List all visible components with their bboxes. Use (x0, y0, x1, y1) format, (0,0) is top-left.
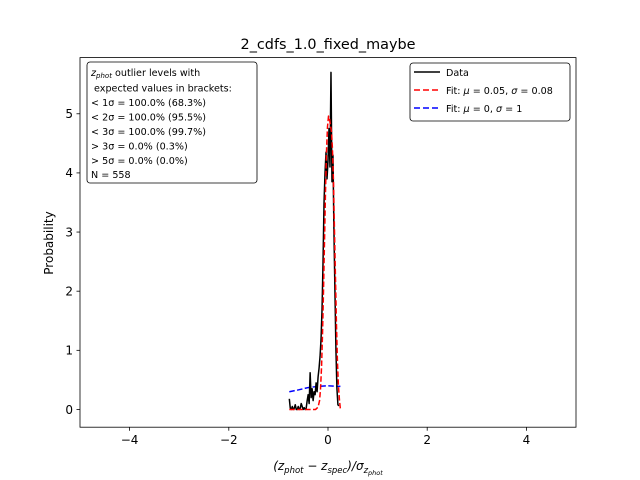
x-label-part: )/σ (346, 459, 364, 473)
legend-label-fit-narrow: Fit: μ = 0.05, σ = 0.08 (446, 86, 553, 97)
x-tick-label: 4 (523, 433, 531, 447)
x-label-part: phot (283, 466, 304, 476)
y-tick-label: 5 (65, 107, 73, 121)
x-tick-label: 0 (324, 433, 332, 447)
x-label-part: spec (327, 466, 347, 476)
legend-label-part: = 0.05, (470, 86, 512, 97)
legend-label-part: = 1 (502, 104, 522, 115)
x-label-part: z (363, 466, 369, 476)
chart-title: 2_cdfs_1.0_fixed_maybe (241, 37, 416, 53)
x-label-part: (z (273, 459, 285, 473)
legend-label-part: μ (463, 104, 470, 115)
y-ticks: 0 1 2 3 4 5 (65, 107, 80, 417)
stats-line: > 5σ = 0.0% (0.0%) (91, 156, 188, 167)
legend-label-part: μ (463, 86, 470, 97)
x-tick-label: −4 (121, 433, 139, 447)
x-label-part: phot (367, 469, 383, 477)
legend-label-part: σ (511, 86, 518, 97)
stats-line: < 2σ = 100.0% (95.5%) (91, 113, 206, 124)
x-label-part: − z (304, 459, 329, 473)
stats-line-first: zphot outlier levels with (90, 68, 200, 80)
legend-label-part: σ (496, 104, 503, 115)
stats-line: expected values in brackets: (91, 84, 232, 95)
series-line-1 (289, 115, 342, 411)
stats-line: < 3σ = 100.0% (99.7%) (91, 127, 206, 138)
stats-line: < 1σ = 100.0% (68.3%) (91, 98, 206, 109)
series-line-0 (288, 71, 340, 411)
x-ticks: −4 −2 0 2 4 (121, 427, 530, 447)
stats-line: > 3σ = 0.0% (0.3%) (91, 142, 188, 153)
series-line-2 (289, 385, 341, 393)
legend-label-part: Data (446, 68, 469, 79)
legend-label-data: Data (446, 68, 469, 79)
legend-frame (409, 62, 571, 122)
stats-box: zphot outlier levels with expected value… (86, 61, 258, 184)
stats-box-frame (86, 61, 258, 184)
x-axis-label: (zphot − zspec)/σzphot (273, 459, 383, 477)
y-tick-label: 2 (65, 284, 73, 298)
legend-label-part: Fit: (446, 104, 464, 115)
stats-z-subscript: phot (95, 72, 112, 80)
legend-label-fit-standard: Fit: μ = 0, σ = 1 (446, 104, 522, 115)
stats-first-rest: outlier levels with (112, 68, 200, 79)
legend-label-part: Fit: (446, 86, 464, 97)
y-tick-label: 4 (65, 166, 73, 180)
y-tick-label: 0 (65, 403, 73, 417)
stats-line: N = 558 (91, 170, 131, 181)
y-tick-label: 3 (65, 225, 73, 239)
stats-z-symbol: z (90, 68, 97, 79)
x-tick-label: −2 (220, 433, 238, 447)
legend-label-part: = 0, (470, 104, 496, 115)
legend: Data Fit: μ = 0.05, σ = 0.08 Fit: μ = 0,… (409, 62, 571, 122)
y-tick-label: 1 (65, 344, 73, 358)
series-layer (288, 71, 342, 411)
y-axis-label: Probability (42, 211, 56, 274)
x-tick-label: 2 (423, 433, 431, 447)
legend-label-part: = 0.08 (517, 86, 553, 97)
